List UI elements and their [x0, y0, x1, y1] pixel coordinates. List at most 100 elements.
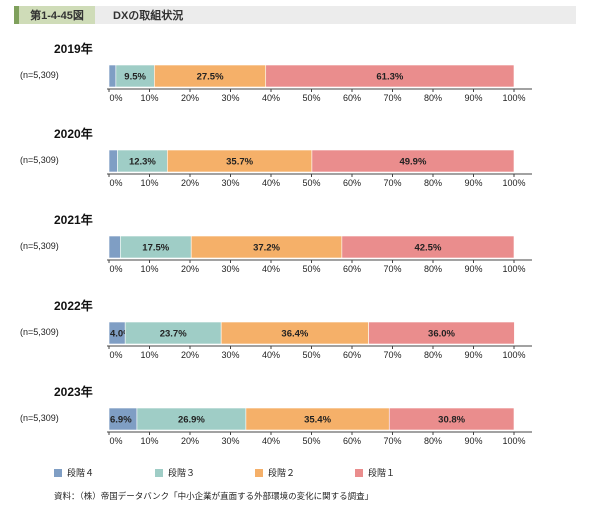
panel-year-title: 2023年	[54, 385, 93, 399]
x-tick-label: 80%	[424, 350, 442, 360]
bar-segment-stage1	[341, 235, 515, 259]
figure-title: DXの取組状況	[113, 10, 184, 22]
x-tick-label: 90%	[464, 264, 482, 274]
x-tick-label: 100%	[502, 178, 525, 188]
legend-item-stage1: 段階１	[355, 466, 395, 479]
x-tick-label: 100%	[502, 350, 525, 360]
x-tick-label: 20%	[181, 264, 199, 274]
x-tick-label: 80%	[424, 93, 442, 103]
sample-size-label: (n=5,309)	[20, 413, 59, 423]
legend-label-stage3: 段階３	[168, 468, 196, 478]
data-label-stage2: 35.4%	[304, 415, 331, 426]
x-tick-label: 20%	[181, 93, 199, 103]
x-tick-label: 90%	[464, 350, 482, 360]
chart-panel-2022: 2022年 (n=5,309) 4.0% 23.7% 36.4% 36.0% 0% 10% 20…	[0, 297, 589, 387]
x-tick-label: 20%	[181, 350, 199, 360]
data-label-stage4: 6.9%	[110, 415, 132, 426]
x-tick-label: 70%	[383, 350, 401, 360]
data-label-stage2: 27.5%	[197, 72, 224, 83]
data-label-stage3: 23.7%	[160, 329, 187, 340]
x-tick-label: 60%	[343, 264, 361, 274]
legend-label-stage1: 段階１	[368, 468, 396, 478]
x-tick-label: 90%	[464, 178, 482, 188]
panel-year-title: 2020年	[54, 127, 93, 141]
legend-item-stage3: 段階３	[155, 466, 195, 479]
sample-size-label: (n=5,309)	[20, 241, 59, 251]
stacked-bar-chart: 9.5% 27.5% 61.3% 0% 10% 20% 30% 40% 50% 60% 70% 80%…	[107, 64, 532, 103]
legend-swatch-stage1	[355, 468, 363, 477]
data-label-stage3: 17.5%	[142, 243, 169, 254]
chart-panel-2021: 2021年 (n=5,309) 17.5% 37.2% 42.5% 0% 10% 20% 30%…	[0, 211, 589, 301]
x-tick-label: 20%	[181, 178, 199, 188]
x-tick-label: 70%	[383, 436, 401, 446]
legend-swatch-stage2	[255, 468, 263, 477]
stacked-bar-chart: 12.3% 35.7% 49.9% 0% 10% 20% 30% 40% 50% 60% 70% 80…	[107, 149, 532, 188]
source-note: 資料：（株）帝国データバンク「中小企業が直面する外部環境の変化に関する調査」	[54, 491, 374, 501]
stacked-bar-chart: 17.5% 37.2% 42.5% 0% 10% 20% 30% 40% 50% 60% 70% 80…	[107, 235, 532, 274]
data-label-stage1: 49.9%	[399, 157, 426, 168]
sample-size-label: (n=5,309)	[20, 327, 59, 337]
data-label-stage1: 61.3%	[376, 72, 403, 83]
x-tick-label: 40%	[262, 350, 280, 360]
bar-segment-stage1	[265, 64, 515, 88]
stacked-bar-chart: 6.9% 26.9% 35.4% 30.8% 0% 10% 20% 30% 40% 50% 60% 7…	[107, 407, 532, 446]
legend-label-stage2: 段階２	[268, 468, 296, 478]
bar-segment-stage1	[368, 321, 515, 345]
stacked-bar-chart: 4.0% 23.7% 36.4% 36.0% 0% 10% 20% 30% 40% 50% 60% 7…	[107, 321, 532, 360]
x-tick-label: 50%	[302, 350, 320, 360]
x-tick-label: 80%	[424, 178, 442, 188]
x-tick-label: 40%	[262, 436, 280, 446]
data-label-stage2: 35.7%	[226, 157, 253, 168]
data-label-stage3: 26.9%	[178, 415, 205, 426]
figure-number: 第1-4-45図	[19, 6, 95, 24]
bar-segment-stage1	[311, 149, 515, 173]
sample-size-label: (n=5,309)	[20, 70, 59, 80]
x-tick-label: 60%	[343, 178, 361, 188]
x-tick-label: 80%	[424, 436, 442, 446]
panel-year-title: 2021年	[54, 213, 93, 227]
panel-year-title: 2019年	[54, 42, 93, 56]
x-tick-label: 10%	[140, 436, 158, 446]
x-tick-label: 90%	[464, 436, 482, 446]
x-tick-label: 0%	[109, 436, 122, 446]
x-tick-label: 0%	[109, 350, 122, 360]
x-tick-label: 70%	[383, 93, 401, 103]
data-label-stage1: 42.5%	[414, 243, 441, 254]
x-tick-label: 60%	[343, 436, 361, 446]
x-tick-label: 0%	[109, 93, 122, 103]
data-label-stage3: 12.3%	[129, 157, 156, 168]
data-label-stage3: 9.5%	[124, 72, 146, 83]
x-tick-label: 0%	[109, 264, 122, 274]
legend-swatch-stage3	[155, 468, 163, 477]
x-tick-label: 20%	[181, 436, 199, 446]
x-tick-label: 10%	[140, 350, 158, 360]
header-accent	[14, 6, 19, 24]
chart-panel-2019: 2019年 (n=5,309) 9.5% 27.5% 61.3% 0% 10% 20% 30% 4…	[0, 40, 589, 130]
x-tick-label: 100%	[502, 93, 525, 103]
legend-label-stage4: 段階４	[67, 468, 95, 478]
bar-segment-stage4	[108, 64, 117, 88]
x-tick-label: 30%	[221, 93, 239, 103]
x-tick-label: 30%	[221, 178, 239, 188]
panel-year-title: 2022年	[54, 299, 93, 313]
legend-item-stage4: 段階４	[54, 466, 94, 479]
chart-panel-2020: 2020年 (n=5,309) 12.3% 35.7% 49.9% 0% 10% 20% 30%…	[0, 125, 589, 215]
x-tick-label: 50%	[302, 178, 320, 188]
data-label-stage2: 37.2%	[253, 243, 280, 254]
x-tick-label: 30%	[221, 264, 239, 274]
x-tick-label: 70%	[383, 264, 401, 274]
legend-swatch-stage4	[54, 468, 62, 477]
data-label-stage1: 30.8%	[438, 415, 465, 426]
data-label-stage2: 36.4%	[281, 329, 308, 340]
x-tick-label: 70%	[383, 178, 401, 188]
sample-size-label: (n=5,309)	[20, 155, 59, 165]
x-tick-label: 10%	[140, 93, 158, 103]
figure-header: 第1-4-45図 DXの取組状況	[14, 6, 576, 24]
x-tick-label: 50%	[302, 93, 320, 103]
bar-segment-stage4	[108, 235, 121, 259]
bar-segment-stage4	[108, 149, 118, 173]
data-label-stage1: 36.0%	[428, 329, 455, 340]
x-tick-label: 40%	[262, 93, 280, 103]
x-tick-label: 40%	[262, 178, 280, 188]
x-tick-label: 10%	[140, 264, 158, 274]
